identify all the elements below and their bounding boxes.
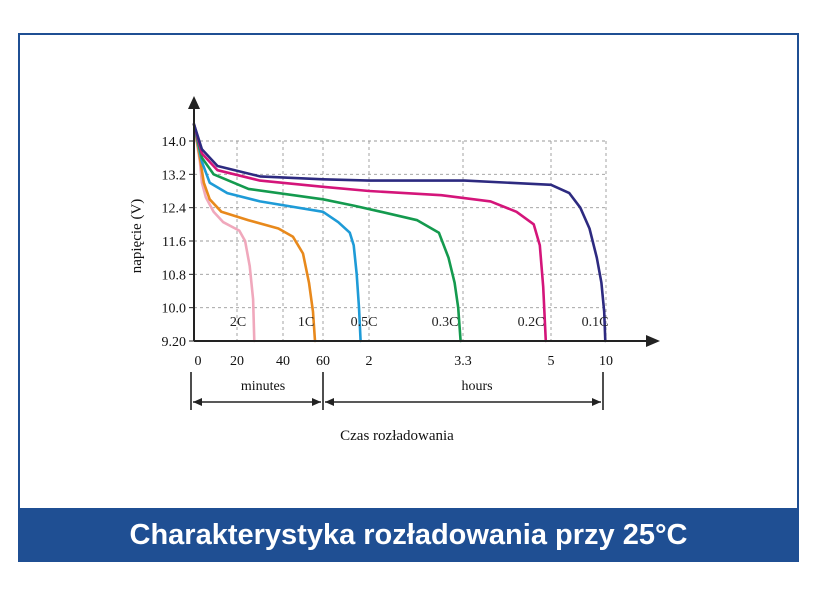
y-tick-label: 14.0 [162, 135, 187, 150]
x-tick-label: 60 [316, 354, 330, 369]
series-line-0-5C [192, 123, 362, 343]
series-line-0-1C [192, 123, 607, 343]
chart-ticks: 14.0 13.2 12.4 11.6 10.8 10.0 9.20 0 20 40 60 2 3.3 5… [162, 135, 614, 369]
x-axis-arrow [646, 335, 660, 347]
y-tick-label: 11.6 [162, 235, 186, 250]
series-line-0-3C [192, 123, 462, 343]
y-tick-label: 12.4 [162, 202, 187, 217]
figure-frame [18, 33, 799, 561]
series-line-2C [192, 123, 256, 343]
x-tick-label: 40 [276, 354, 290, 369]
x-tick-label: 3.3 [454, 354, 472, 369]
series-label-0-3C: 0.3C [432, 315, 459, 330]
y-tick-label: 9.20 [162, 335, 187, 350]
range-arrowhead [592, 398, 601, 406]
y-tick-label: 10.8 [162, 268, 187, 283]
x-axis-title: Czas rozładowania [340, 428, 454, 444]
series-label-1C: 1C [298, 315, 314, 330]
series-label-0-2C: 0.2C [518, 315, 545, 330]
chart-axes [188, 96, 660, 410]
series-label-0-1C: 0.1C [582, 315, 609, 330]
series-label-2C: 2C [230, 315, 246, 330]
x-tick-label: 20 [230, 354, 244, 369]
x-tick-label: 2 [366, 354, 373, 369]
x-tick-label: 5 [548, 354, 555, 369]
x-tick-label: 0 [195, 354, 202, 369]
series-line-0-2C [192, 123, 548, 343]
chart-series [192, 123, 607, 343]
series-line-1C [192, 123, 317, 343]
chart-grid [194, 140, 608, 341]
y-axis-arrow [188, 96, 200, 109]
y-axis-title: napięcie (V) [129, 199, 145, 274]
y-tick-label: 10.0 [162, 302, 187, 317]
range-label-hours: hours [461, 379, 492, 394]
range-arrowhead [312, 398, 321, 406]
series-label-0-5C: 0.5C [351, 315, 378, 330]
chart-title-banner: Charakterystyka rozładowania przy 25°C [18, 508, 799, 562]
chart-labels: 2C 1C 0.5C 0.3C 0.2C 0.1C napięcie (V) minutes h… [129, 199, 608, 444]
y-tick-label: 13.2 [162, 168, 187, 183]
range-label-minutes: minutes [241, 379, 285, 394]
x-tick-label: 10 [599, 354, 613, 369]
range-arrowhead [325, 398, 334, 406]
range-arrowhead [193, 398, 202, 406]
